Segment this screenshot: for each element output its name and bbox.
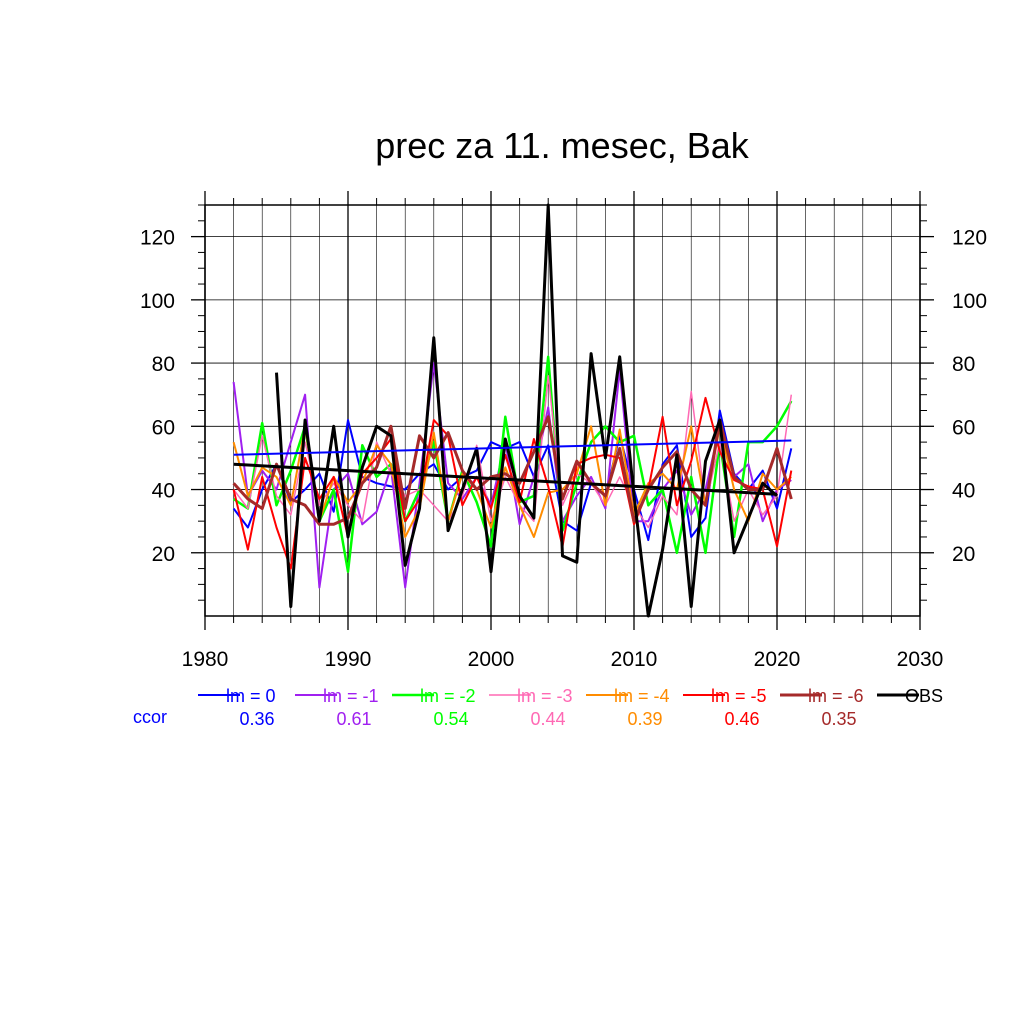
ccor-value: 0.46 xyxy=(724,709,759,729)
legend-label: lm = -1 xyxy=(323,686,379,706)
ccor-value: 0.44 xyxy=(530,709,565,729)
x-tick-label: 2030 xyxy=(897,648,944,671)
plot-frame xyxy=(204,204,921,617)
y-tick-label-right: 120 xyxy=(952,227,987,250)
legend: lm = 0 0.36 lm = -1 0.61 lm = -2 0.54 lm = -3 0… xyxy=(133,686,943,729)
trend-line xyxy=(233,462,778,496)
series-line xyxy=(232,355,793,573)
ccor-value: 0.35 xyxy=(821,709,856,729)
legend-label: lm = -5 xyxy=(711,686,767,706)
series-line xyxy=(233,374,793,529)
y-tick-label-right: 80 xyxy=(952,353,975,376)
series-layer xyxy=(232,203,793,618)
series-line xyxy=(232,425,792,538)
axis-ticks xyxy=(191,191,934,630)
x-tick-label: 1990 xyxy=(325,648,372,671)
x-tick-label: 1980 xyxy=(182,648,229,671)
y-tick-label-left: 60 xyxy=(152,416,175,439)
x-tick-label: 2020 xyxy=(754,648,801,671)
ccor-label: ccor xyxy=(133,707,167,727)
x-tick-label: 2010 xyxy=(611,648,658,671)
y-tick-label-left: 100 xyxy=(140,290,175,313)
ccor-value: 0.61 xyxy=(336,709,371,729)
ccor-value: 0.39 xyxy=(627,709,662,729)
chart-title: prec za 11. mesec, Bak xyxy=(375,125,750,166)
legend-label: lm = -2 xyxy=(420,686,476,706)
series-line xyxy=(232,362,792,589)
y-tick-label-right: 40 xyxy=(952,480,975,503)
legend-label: lm = -3 xyxy=(517,686,573,706)
legend-label: OBS xyxy=(905,686,943,706)
y-tick-label-right: 100 xyxy=(952,290,987,313)
legend-label: lm = -4 xyxy=(614,686,670,706)
series-line xyxy=(275,203,778,618)
y-tick-label-left: 120 xyxy=(140,227,175,250)
ccor-value: 0.54 xyxy=(433,709,468,729)
y-tick-label-right: 60 xyxy=(952,416,975,439)
x-tick-label: 2000 xyxy=(468,648,515,671)
legend-label: lm = -6 xyxy=(808,686,864,706)
trend-line xyxy=(233,439,792,456)
ccor-value: 0.36 xyxy=(239,709,274,729)
y-tick-label-right: 20 xyxy=(952,543,975,566)
legend-label: lm = 0 xyxy=(226,686,276,706)
y-tick-label-left: 80 xyxy=(152,353,175,376)
y-tick-label-left: 40 xyxy=(152,480,175,503)
y-tick-label-left: 20 xyxy=(152,543,175,566)
